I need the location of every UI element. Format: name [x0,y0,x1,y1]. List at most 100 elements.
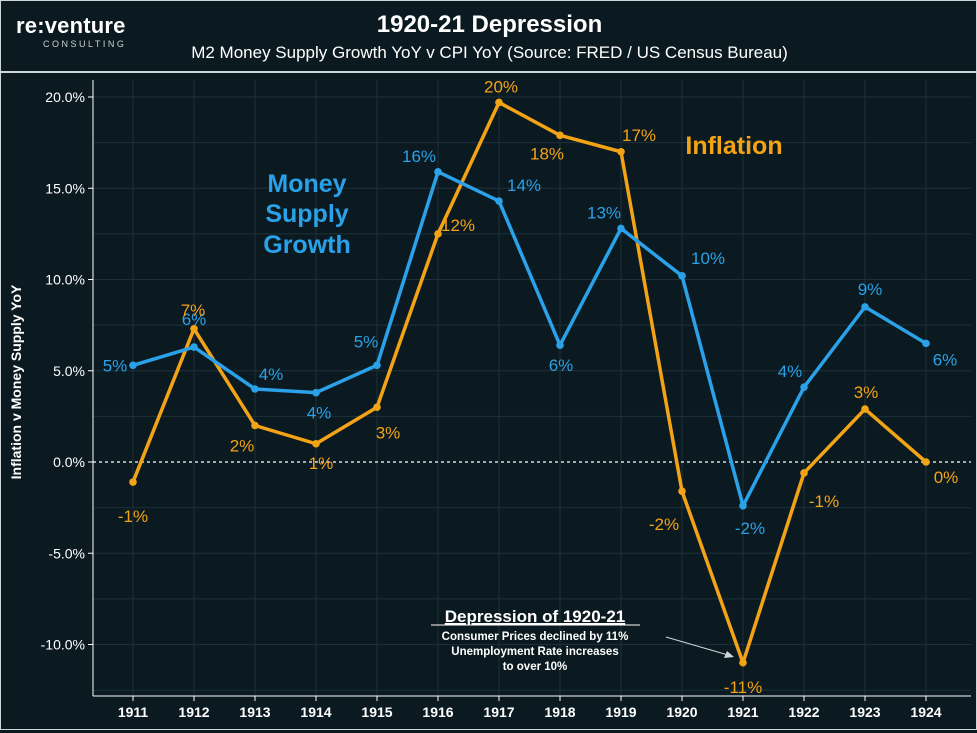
chart-title: 1920-21 Depression [376,11,603,38]
inflation-data-label: 0% [934,468,959,487]
money-supply-data-label: 6% [549,356,574,375]
money-supply-point [312,388,320,397]
money-supply-point [129,361,137,370]
money-supply-point [922,339,930,348]
y-tick-label: 15.0% [45,180,85,196]
x-tick-label: 1916 [422,704,453,720]
depression-annotation-line: to over 10% [503,661,568,673]
inflation-data-label: -1% [809,492,839,511]
x-tick-label: 1917 [483,704,514,720]
inflation-point [190,324,198,333]
brand-name: re:venture [16,13,126,38]
annotation-arrow-line [665,636,729,656]
brand-logo: re:venture CONSULTING [16,13,127,50]
money-supply-point [861,303,869,311]
money-supply-data-label: 4% [307,404,332,423]
money-supply-data-label: 10% [691,249,725,268]
x-tick-label: 1918 [544,704,575,720]
money-supply-point [617,224,625,233]
inflation-point [129,478,137,486]
depression-annotation-line: Unemployment Rate increases [451,646,618,658]
y-axis-title: Inflation v Money Supply YoY [8,284,24,479]
inflation-data-label: 1% [309,454,334,473]
x-tick-label: 1915 [361,704,392,720]
money-supply-line [131,170,928,508]
x-tick-label: 1913 [239,704,270,720]
x-tick-label: 1912 [178,704,209,720]
money-supply-point [434,168,442,176]
money-supply-data-label: 4% [259,365,284,384]
money-supply-point [251,385,259,393]
money-supply-point [800,383,808,391]
y-tick-label: 0.0% [53,454,85,470]
money-supply-data-label: 5% [103,356,128,375]
money-supply-point [739,502,747,510]
series-layer [129,98,930,667]
inflation-point [739,658,747,667]
y-tick-label: -10.0% [41,637,85,653]
money-supply-data-label: 6% [933,350,958,369]
chart-subtitle: M2 Money Supply Growth YoY v CPI YoY (So… [191,43,788,62]
money-supply-data-label: 9% [858,280,883,299]
chart-header: re:venture CONSULTING 1920-21 Depression… [1,1,976,73]
x-tick-label: 1914 [300,704,331,720]
inflation-data-label: 18% [530,144,564,163]
inflation-point [678,487,686,496]
inflation-data-label: -11% [724,678,762,697]
money-supply-data-label: -2% [735,519,765,538]
x-tick-label: 1922 [788,704,819,720]
inflation-data-label: 20% [484,77,518,96]
money-supply-data-label: 5% [354,332,379,351]
inflation-data-label: 3% [854,383,879,402]
money-supply-data-label: 13% [587,203,621,222]
money-supply-data-label: 4% [778,362,803,381]
axis-layer: -10.0% -5.0% 0.0% 5.0% 10.0% 15.0% 20.0% 1911 19… [8,80,971,720]
money-supply-point [373,361,381,370]
inflation-data-label: 12% [441,216,475,235]
inflation-data-label: 2% [230,437,255,456]
plot-area: -10.0% -5.0% 0.0% 5.0% 10.0% 15.0% 20.0% 1911 19… [0,72,977,733]
inflation-legend-label: Inflation [685,132,782,160]
inflation-data-label: 7% [181,301,206,320]
inflation-point [312,439,320,448]
money-supply-legend-label: Supply [265,200,348,228]
inflation-point [861,405,869,413]
grid-layer [93,80,971,696]
x-tick-label: 1911 [118,704,149,720]
x-tick-label: 1921 [727,704,758,720]
x-tick-label: 1919 [605,704,636,720]
inflation-point [556,131,564,140]
inflation-point [251,421,259,430]
x-tick-label: 1923 [849,704,880,720]
y-tick-label: -5.0% [48,545,85,561]
y-tick-label: 10.0% [45,272,85,288]
x-tick-label: 1920 [666,704,697,720]
money-supply-legend-label: Growth [263,231,351,259]
inflation-data-label: -1% [118,507,148,526]
money-supply-point [495,197,503,205]
money-supply-data-label: 14% [507,176,541,195]
money-supply-point [556,341,564,350]
money-supply-data-label: 6% [182,310,207,329]
y-tick-label: 20.0% [45,89,85,105]
money-supply-data-label: 16% [402,147,436,166]
inflation-data-label: -2% [649,515,679,534]
brand-sub: CONSULTING [43,39,127,49]
inflation-data-label: 3% [376,423,401,442]
inflation-point [800,469,808,477]
money-supply-point [678,272,686,280]
label-layer: 5% 6% 4% 4% 5% 16% 14% 6% 13% 10% -2% 4% 9% 6% -1% 7% 2%… [103,77,959,696]
money-supply-legend-label: Money [267,170,346,198]
inflation-data-label: 17% [622,126,656,145]
depression-annotation-line: Consumer Prices declined by 11% [442,631,629,643]
annotation-arrow-head [724,651,734,658]
inflation-point [495,98,503,107]
inflation-point [922,458,930,466]
inflation-point [434,230,442,238]
inflation-point [617,147,625,156]
x-tick-label: 1924 [910,704,941,720]
line-chart: -10.0% -5.0% 0.0% 5.0% 10.0% 15.0% 20.0% 1911 19… [8,77,971,720]
inflation-line [131,100,928,665]
inflation-point [373,403,381,412]
